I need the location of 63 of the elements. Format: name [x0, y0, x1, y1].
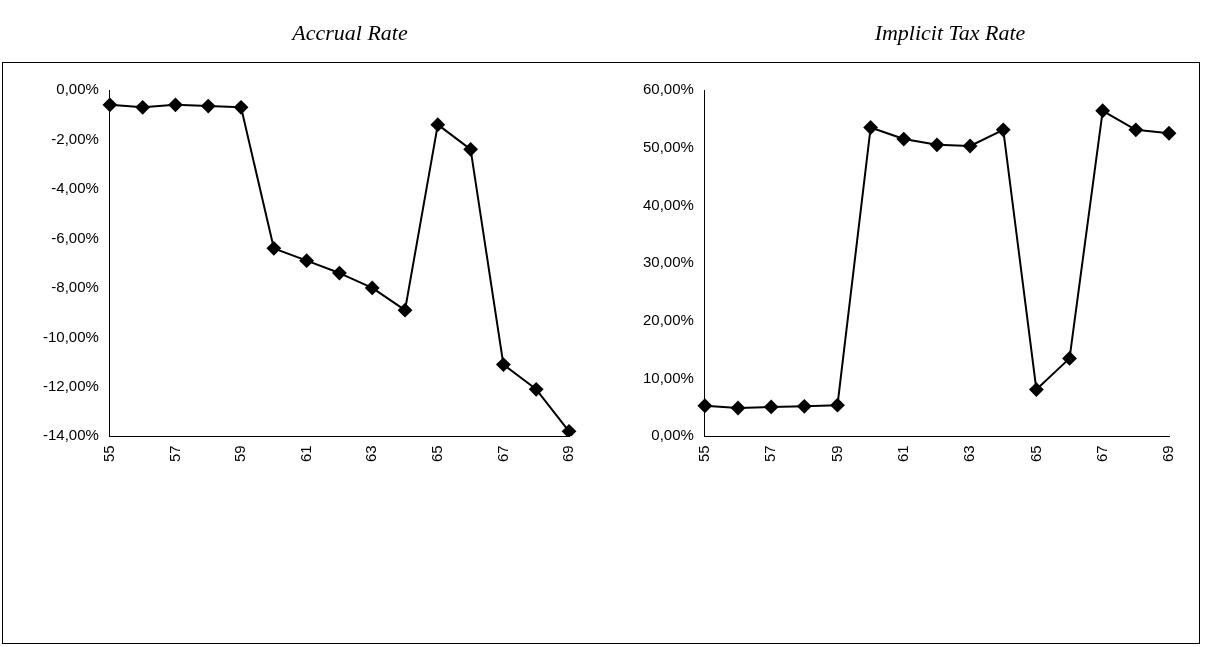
- y-tick-label: -4,00%: [51, 179, 99, 197]
- x-tick-label: 59: [231, 445, 249, 462]
- point: [929, 137, 944, 152]
- x-tick-label: 65: [427, 445, 445, 462]
- point: [529, 382, 544, 397]
- y-tick-label: -8,00%: [51, 278, 99, 296]
- y-tick-label: 30,00%: [643, 253, 694, 271]
- x-tick-label: 65: [1026, 445, 1044, 462]
- point: [562, 424, 576, 437]
- y-tick-label: 20,00%: [643, 311, 694, 329]
- point: [863, 120, 878, 135]
- y-tick-label: 10,00%: [643, 368, 694, 386]
- point: [1062, 351, 1077, 366]
- point: [896, 132, 911, 147]
- point: [168, 97, 183, 112]
- y-tick-label: -12,00%: [42, 376, 99, 394]
- x-tick-label: 63: [960, 445, 978, 462]
- chart-title: Accrual Rate: [290, 20, 409, 46]
- point: [266, 241, 281, 256]
- y-tick-label: 60,00%: [643, 80, 694, 98]
- point: [1162, 126, 1176, 141]
- x-tick-label: 63: [362, 445, 380, 462]
- x-tick-label: 57: [165, 445, 183, 462]
- point: [797, 399, 812, 414]
- y-tick-label: 40,00%: [643, 195, 694, 213]
- point: [398, 303, 413, 318]
- point: [234, 100, 249, 115]
- point: [1128, 122, 1143, 137]
- x-tick-label: 55: [100, 445, 118, 462]
- point: [299, 253, 314, 268]
- point: [731, 401, 746, 416]
- point: [430, 117, 445, 132]
- y-tick-label: 50,00%: [643, 137, 694, 155]
- x-tick-label: 57: [761, 445, 779, 462]
- x-tick-label: 67: [493, 445, 511, 462]
- y-tick-label: -6,00%: [51, 228, 99, 246]
- y-tick-label: -10,00%: [42, 327, 99, 345]
- y-tick-label: 0,00%: [651, 426, 694, 444]
- y-tick-label: 0,00%: [56, 80, 99, 98]
- chart-title: Implicit Tax Rate: [873, 20, 1027, 46]
- point: [135, 100, 150, 115]
- point: [201, 99, 216, 114]
- point: [764, 399, 779, 414]
- y-tick-label: -2,00%: [51, 129, 99, 147]
- point: [1029, 382, 1044, 397]
- x-tick-label: 69: [559, 445, 577, 462]
- point: [830, 398, 845, 413]
- point: [697, 398, 712, 413]
- point: [496, 357, 511, 372]
- point: [332, 266, 347, 281]
- point: [996, 122, 1011, 137]
- x-tick-label: 61: [296, 445, 314, 462]
- x-tick-label: 61: [893, 445, 911, 462]
- point: [365, 280, 380, 295]
- x-tick-label: 59: [827, 445, 845, 462]
- point: [963, 138, 978, 153]
- point: [463, 142, 478, 157]
- x-tick-label: 69: [1159, 445, 1177, 462]
- x-tick-label: 67: [1092, 445, 1110, 462]
- point: [102, 97, 117, 112]
- x-tick-label: 55: [695, 445, 713, 462]
- point: [1095, 103, 1110, 118]
- y-tick-label: -14,00%: [42, 426, 99, 444]
